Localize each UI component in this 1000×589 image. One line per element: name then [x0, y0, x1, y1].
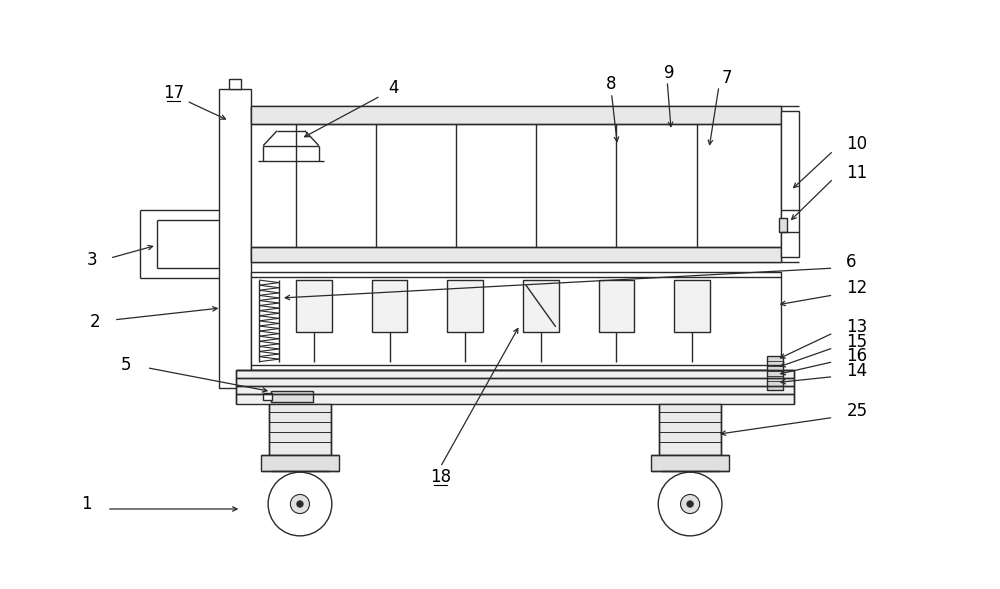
- Bar: [372, 280, 407, 332]
- Circle shape: [681, 494, 700, 514]
- Bar: [599, 280, 634, 332]
- Bar: [251, 247, 781, 262]
- Text: 13: 13: [846, 318, 868, 336]
- Bar: [523, 280, 559, 332]
- Text: 25: 25: [846, 402, 867, 421]
- Bar: [269, 405, 331, 455]
- Text: 16: 16: [846, 347, 867, 365]
- Bar: [779, 219, 787, 232]
- Bar: [251, 106, 781, 262]
- Bar: [263, 392, 272, 401]
- Bar: [219, 89, 251, 388]
- Bar: [251, 272, 781, 370]
- Text: 5: 5: [121, 356, 132, 373]
- Circle shape: [297, 501, 303, 507]
- Bar: [781, 111, 799, 257]
- Text: 15: 15: [846, 333, 867, 351]
- Text: 17: 17: [163, 84, 184, 102]
- Circle shape: [687, 501, 693, 507]
- Bar: [651, 455, 729, 471]
- Text: 12: 12: [846, 279, 868, 297]
- Circle shape: [290, 494, 310, 514]
- Bar: [271, 391, 313, 402]
- Bar: [251, 106, 781, 124]
- Text: 18: 18: [430, 468, 451, 486]
- Text: 14: 14: [846, 362, 867, 380]
- Text: 4: 4: [388, 79, 399, 97]
- Bar: [767, 356, 783, 389]
- Circle shape: [658, 472, 722, 536]
- Circle shape: [268, 472, 332, 536]
- Text: 2: 2: [89, 313, 100, 331]
- Text: 8: 8: [606, 75, 617, 93]
- Bar: [261, 455, 339, 471]
- Text: 9: 9: [664, 64, 674, 82]
- Bar: [659, 405, 721, 455]
- Text: 1: 1: [81, 495, 92, 513]
- Text: 11: 11: [846, 164, 868, 181]
- Text: 6: 6: [846, 253, 857, 271]
- Bar: [296, 280, 332, 332]
- Bar: [674, 280, 710, 332]
- Text: 10: 10: [846, 135, 867, 153]
- Bar: [236, 370, 794, 405]
- Text: 3: 3: [86, 251, 97, 269]
- Bar: [447, 280, 483, 332]
- Text: 7: 7: [722, 69, 732, 87]
- Bar: [229, 79, 241, 89]
